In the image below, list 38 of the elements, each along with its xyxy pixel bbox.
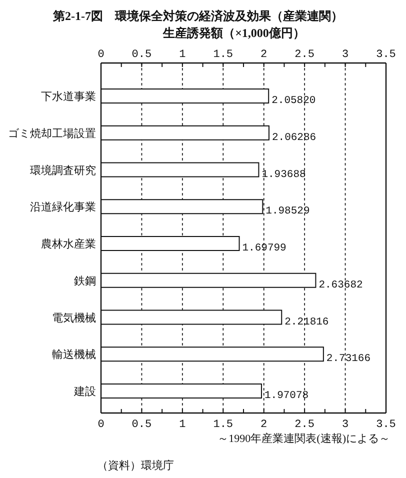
value-label: 2.63682 [318, 279, 363, 292]
title: 第2-1-7図 環境保全対策の経済波及効果（産業連関） [53, 9, 343, 23]
y-tick-label: 建設 [74, 386, 96, 398]
x-tick-label: 3 [342, 419, 349, 431]
y-tick-label: 環境調査研究 [30, 164, 96, 177]
y-tick-label: 鉄鋼 [74, 275, 96, 288]
x-tick-label: 1 [179, 419, 186, 431]
x-tick-label: 0 [98, 419, 104, 431]
x2-tick-label: 0.5 [132, 49, 152, 61]
x2-tick-label: 0 [98, 49, 104, 61]
x2-tick-label: 2 [260, 49, 268, 61]
subtitle: 生産誘発額（×1,000億円） [163, 26, 305, 40]
value-label: 2.06286 [272, 132, 316, 144]
value-label: 2.21816 [284, 316, 329, 328]
value-label: 1.97078 [264, 390, 309, 402]
y-tick-label: 電気機械 [52, 312, 96, 324]
x-tick-label: 2 [260, 419, 268, 431]
x2-tick-label: 1.5 [213, 49, 234, 61]
x-tick-label: 3.5 [376, 419, 396, 431]
y-tick-label: 農林水産業 [41, 238, 96, 250]
value-label: 1.69799 [242, 242, 286, 254]
value-label: 2.73166 [326, 353, 371, 366]
y-tick-label: 下水道事業 [41, 91, 96, 103]
value-label: 1.98529 [266, 206, 310, 218]
x-tick-label: 0.5 [132, 419, 152, 431]
x2-tick-label: 3.5 [376, 49, 396, 61]
y-tick-label: 沿道緑化事業 [30, 202, 96, 214]
x2-tick-label: 1 [179, 49, 186, 61]
y-tick-label: 輸送機械 [52, 349, 96, 362]
y-tick-label: ゴミ焼却工場設置 [8, 128, 96, 140]
x2-tick-label: 2.5 [294, 49, 314, 61]
x2-tick-label: 3 [342, 49, 349, 61]
value-label: 2.05820 [272, 95, 316, 107]
x-tick-label: 1.5 [213, 419, 234, 431]
x-tick-label: 2.5 [294, 419, 314, 431]
value-label: 1.93688 [262, 168, 306, 181]
annotation: ～1990年産業連関表(速報)による～ [218, 433, 390, 445]
annotation: （資料）環境庁 [97, 460, 174, 472]
